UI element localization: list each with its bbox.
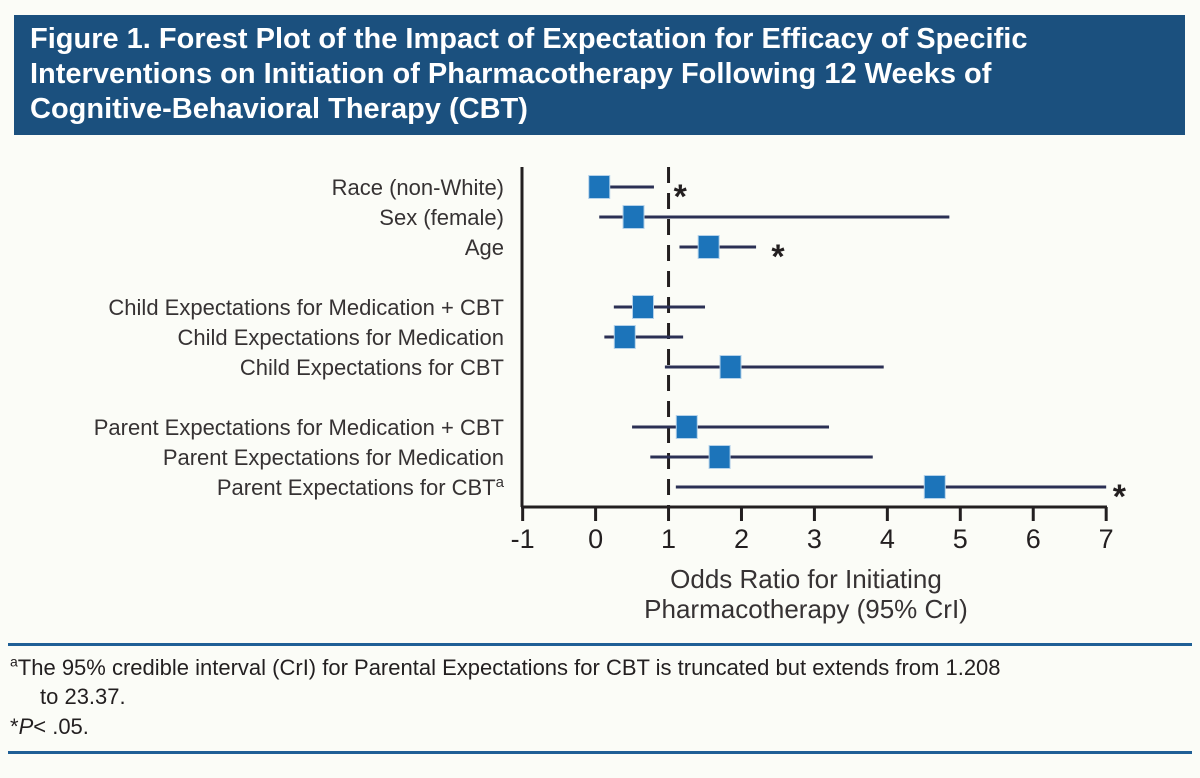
point-estimate-square	[632, 295, 655, 319]
row-label: Child Expectations for Medication + CBT	[108, 295, 504, 320]
point-estimate-square	[697, 235, 720, 259]
figure-title-bar: Figure 1. Forest Plot of the Impact of E…	[14, 15, 1185, 135]
point-estimate-square	[719, 355, 742, 379]
row-label: Child Expectations for Medication	[178, 325, 505, 350]
row-label: Parent Expectations for Medication + CBT	[94, 415, 504, 440]
row-label: Age	[465, 235, 504, 260]
significance-footnote-rest: < .05.	[33, 714, 89, 739]
forest-plot: -1 0 1 2 3 4 5 6 7 Odds Ratio for InitiatingPharm…	[94, 167, 1127, 624]
figure-title-line-2: Interventions on Initiation of Pharmacot…	[30, 58, 992, 90]
row-label: Parent Expectations for CBTa	[217, 474, 505, 500]
x-tick-label: 2	[734, 524, 749, 554]
footnote-divider-bottom	[8, 751, 1192, 754]
x-axis-label: Pharmacotherapy (95% CrI)	[644, 594, 968, 624]
x-tick-label: 5	[953, 524, 968, 554]
point-estimate-square	[708, 445, 731, 469]
footnote-divider-top	[8, 643, 1192, 646]
row-label: Parent Expectations for Medication	[163, 445, 504, 470]
x-tick-label: 3	[807, 524, 822, 554]
x-tick-label: 4	[880, 524, 895, 554]
row-label-superscript: a	[496, 474, 505, 491]
significance-asterisk: *	[1113, 478, 1127, 516]
x-tick-label: 7	[1099, 524, 1114, 554]
point-estimate-square	[622, 205, 645, 229]
row-label: Sex (female)	[379, 205, 504, 230]
footnote-a-text: The 95% credible interval (CrI) for Pare…	[17, 655, 1001, 680]
x-axis-label: Odds Ratio for Initiating	[670, 564, 942, 594]
x-tick-label: -1	[511, 524, 535, 554]
footnote-a-line1: aThe 95% credible interval (CrI) for Par…	[10, 654, 1001, 682]
point-estimate-square	[923, 475, 946, 499]
x-tick-label: 6	[1026, 524, 1041, 554]
footnote-a-superscript: a	[10, 653, 18, 670]
significance-footnote-p: P	[18, 714, 34, 739]
point-estimate-square	[588, 175, 611, 199]
significance-asterisk: *	[771, 238, 785, 276]
row-label: Race (non-White)	[332, 175, 504, 200]
figure-title-line-1: Figure 1. Forest Plot of the Impact of E…	[30, 23, 1028, 55]
x-tick-label: 1	[661, 524, 676, 554]
significance-footnote-star: *	[10, 714, 19, 739]
point-estimate-square	[675, 415, 698, 439]
figure-title-line-3: Cognitive-Behavioral Therapy (CBT)	[30, 93, 528, 125]
row-label: Child Expectations for CBT	[240, 355, 504, 380]
point-estimate-square	[613, 325, 636, 349]
significance-footnote: *P< .05.	[10, 713, 89, 741]
significance-asterisk: *	[674, 178, 688, 216]
footnote-a-line2: to 23.37.	[40, 684, 126, 709]
x-tick-label: 0	[588, 524, 603, 554]
